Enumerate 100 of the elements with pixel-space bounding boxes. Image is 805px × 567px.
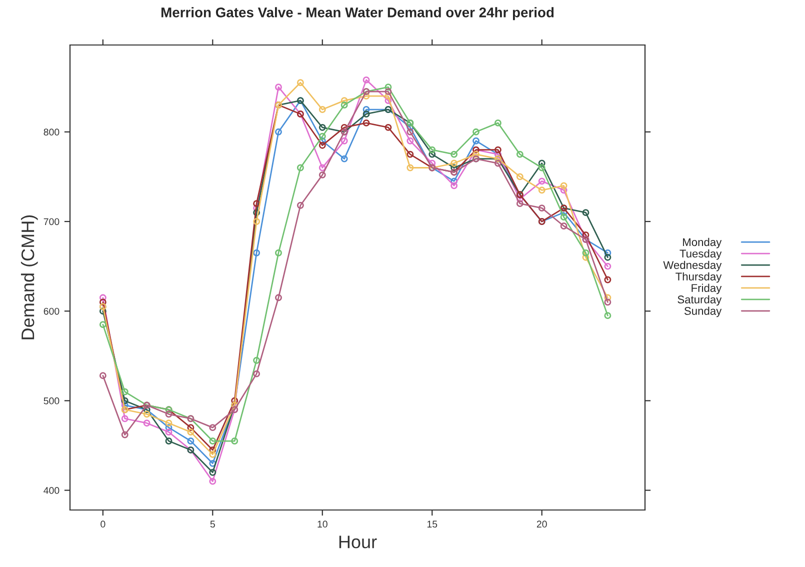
point [99,308,106,315]
point [318,132,326,140]
x-tick-label: 0 [100,520,106,528]
point [121,388,128,396]
point [538,164,546,172]
point [275,128,282,136]
point [582,249,590,256]
y-tick-label: 700 [44,218,60,226]
point [318,142,326,149]
point [296,164,304,172]
point [296,79,304,86]
point [384,92,392,100]
point [494,119,502,126]
point [253,200,260,208]
point [560,186,568,194]
y-tick-label: 500 [44,397,60,404]
legend-label: Thursday [676,272,722,283]
point [428,160,436,167]
point [165,420,172,427]
legend-label: Saturday [678,295,722,306]
point [209,450,216,458]
point [428,150,436,158]
x-tick-label: 20 [536,520,547,528]
point [538,204,546,212]
point [209,478,216,485]
legend-label: Monday [683,238,722,248]
legend-label: Wednesday [663,260,722,272]
point [143,410,150,418]
point [560,214,568,220]
point [560,182,568,190]
point [384,88,392,96]
point [582,254,590,261]
point [604,276,612,284]
point [604,249,612,256]
point [384,124,392,131]
point [318,124,326,131]
point [450,164,458,172]
point [516,200,524,208]
legend-label: Tuesday [680,249,722,260]
point [516,150,524,158]
point [362,110,370,118]
point [99,321,106,328]
point [450,160,458,167]
x-tick-label: 15 [427,520,438,528]
point [428,146,436,154]
point [406,137,414,144]
point [253,370,260,378]
y-tick-label: 400 [44,487,60,494]
point [165,438,172,444]
point [296,202,304,209]
point [494,160,502,167]
point [406,164,414,172]
point [538,186,546,194]
point [318,164,326,172]
point [231,397,238,404]
point [121,397,128,404]
point [472,150,480,158]
y-axis-title: Demand (CMH) [20,215,38,340]
point [538,178,546,185]
point [450,150,458,158]
point [582,231,590,238]
point [165,424,172,432]
legend-label: Sunday [684,306,722,318]
point [340,137,348,144]
point [582,209,590,216]
point [209,460,216,467]
point [362,92,370,100]
point [384,97,392,104]
point [362,76,370,84]
point [604,262,612,270]
point [99,298,106,306]
point [275,249,282,256]
point [99,372,106,380]
point [231,438,238,444]
point [275,84,282,91]
point [340,97,348,104]
point [165,428,172,436]
point [604,312,612,320]
point [472,128,480,136]
point [187,424,194,432]
point [165,410,172,418]
point [362,106,370,113]
point [384,84,392,91]
point [406,150,414,158]
point [318,106,326,113]
point [187,438,194,444]
point [472,137,480,144]
point [604,254,612,261]
point [99,294,106,302]
x-tick-label: 5 [210,520,215,528]
legend-label: Friday [692,284,722,294]
point [253,218,260,225]
point [604,294,612,302]
point [340,155,348,162]
point [121,415,128,422]
point [143,420,150,427]
point [494,146,502,154]
point [516,173,524,180]
point [187,428,194,436]
point [318,171,326,178]
